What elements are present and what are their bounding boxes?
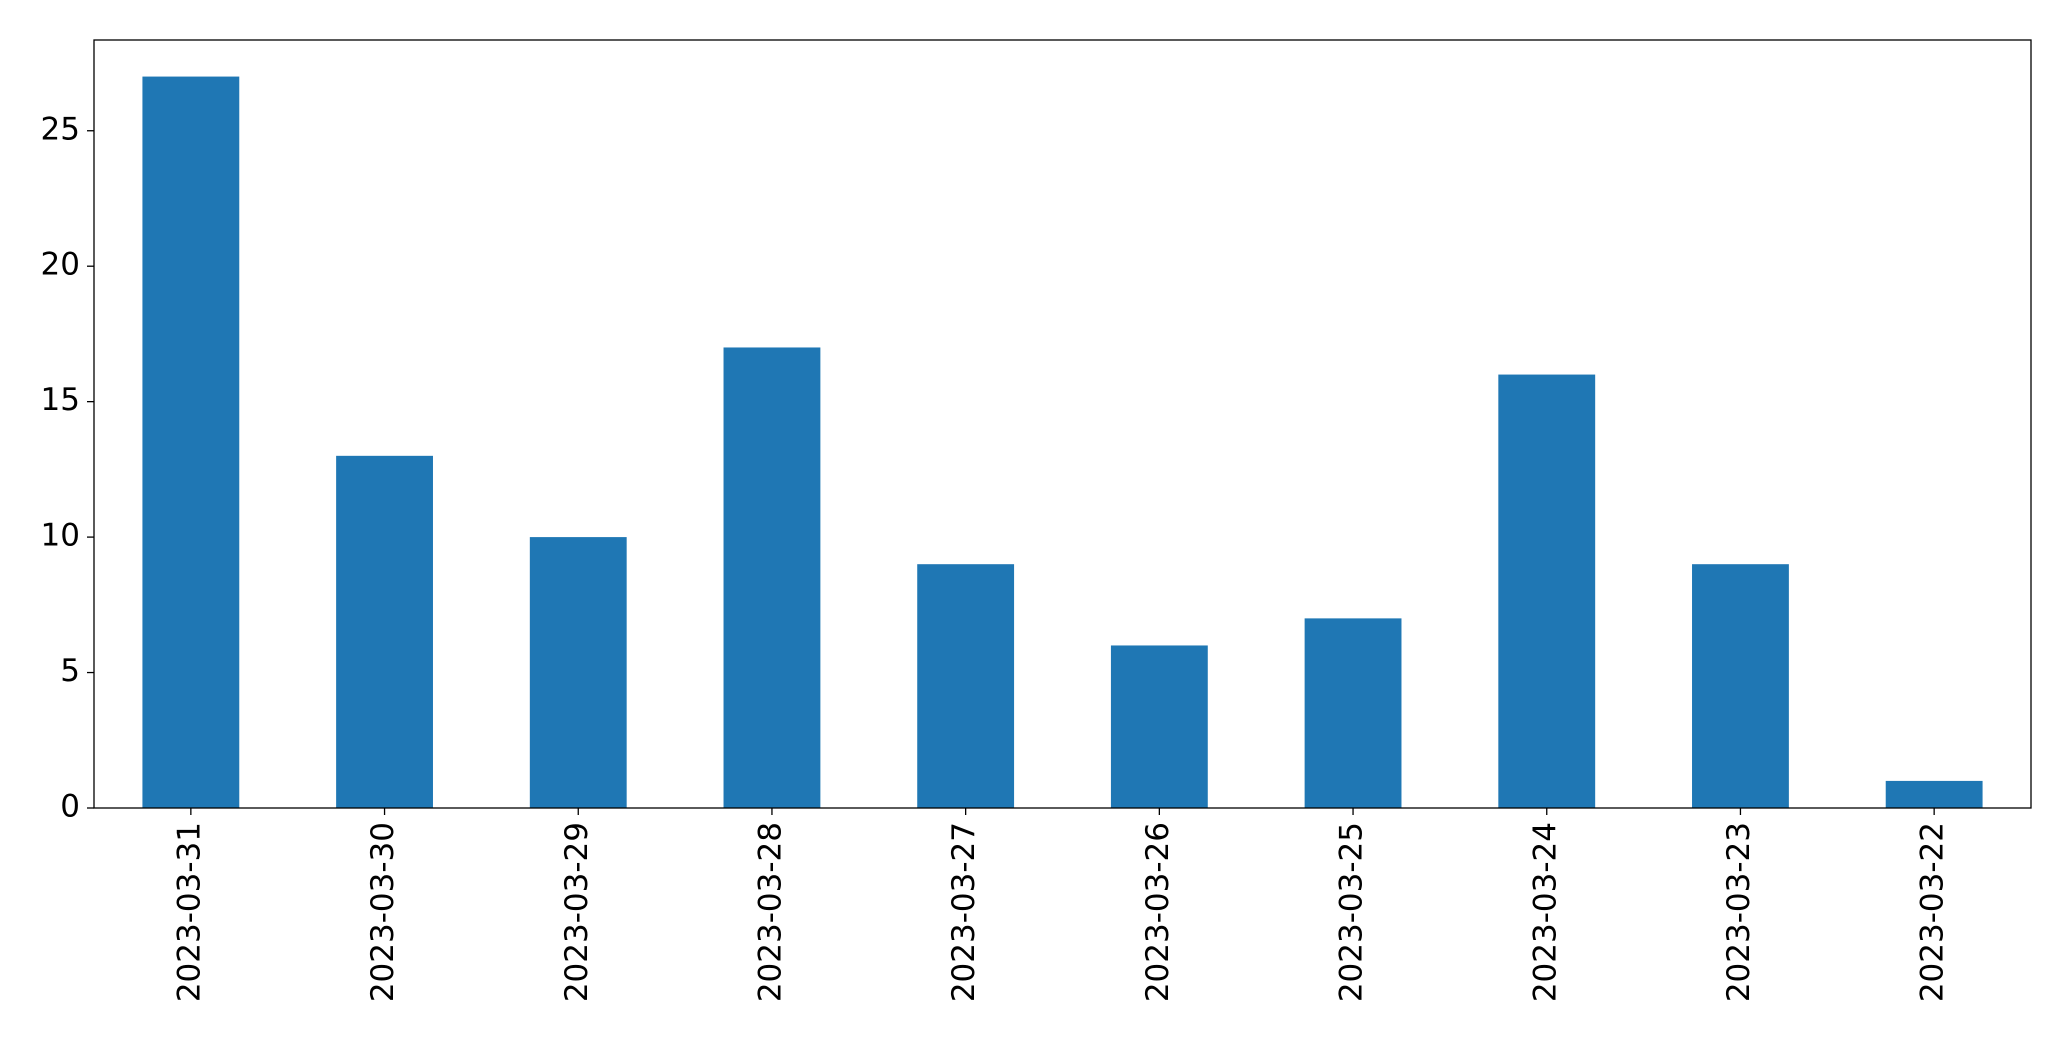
bar bbox=[1885, 780, 1983, 808]
x-tick-label: 2023-03-30 bbox=[365, 822, 401, 1002]
y-tick-label: 20 bbox=[41, 247, 80, 283]
y-tick-label: 15 bbox=[41, 382, 80, 418]
bar bbox=[917, 564, 1015, 808]
x-tick-label: 2023-03-26 bbox=[1140, 822, 1176, 1002]
y-tick-label: 0 bbox=[60, 789, 80, 825]
y-tick-label: 25 bbox=[41, 111, 80, 147]
bar bbox=[723, 347, 821, 808]
x-tick-label: 2023-03-27 bbox=[946, 822, 982, 1002]
axes-frame bbox=[93, 39, 2032, 809]
x-tick-label: 2023-03-29 bbox=[559, 822, 595, 1002]
x-tick-label: 2023-03-22 bbox=[1915, 822, 1951, 1002]
x-tick-label: 2023-03-28 bbox=[752, 822, 788, 1002]
y-tick-label: 5 bbox=[60, 653, 80, 689]
bar bbox=[336, 455, 433, 808]
x-tick-label: 2023-03-31 bbox=[171, 822, 207, 1002]
bar bbox=[1304, 618, 1402, 808]
x-tick-label: 2023-03-25 bbox=[1334, 822, 1370, 1002]
bar bbox=[142, 76, 240, 809]
y-tick-label: 10 bbox=[41, 518, 80, 554]
bar bbox=[1110, 645, 1208, 808]
x-tick-label: 2023-03-23 bbox=[1721, 822, 1757, 1002]
x-tick-label: 2023-03-24 bbox=[1527, 822, 1563, 1002]
bar bbox=[1692, 564, 1789, 808]
bar bbox=[1498, 374, 1596, 808]
bar bbox=[529, 537, 627, 808]
